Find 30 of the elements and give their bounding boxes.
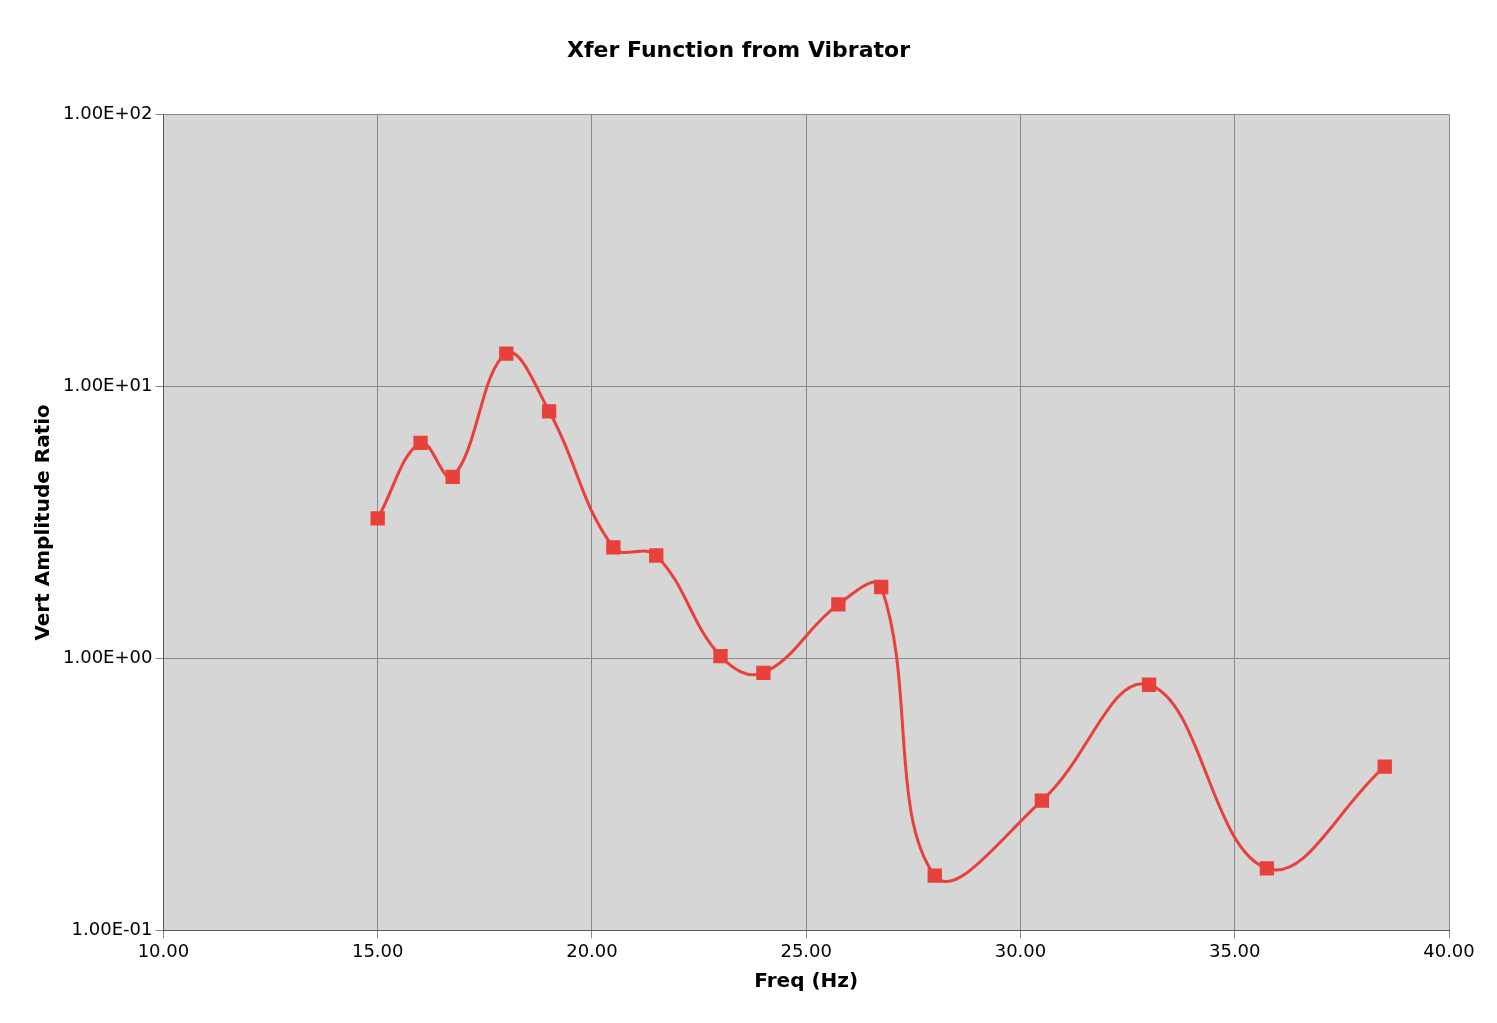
x-tick-label: 30.00: [994, 939, 1047, 961]
point: [413, 435, 428, 451]
y-tick-label: 1.00E+01: [63, 374, 153, 396]
point: [874, 579, 889, 595]
y-axis-title: Vert Amplitude Ratio: [30, 404, 55, 641]
point: [1377, 759, 1392, 774]
x-tick-label: 40.00: [1423, 939, 1475, 961]
x-tick-label: 25.00: [780, 939, 832, 961]
point: [1259, 861, 1275, 876]
point: [756, 665, 771, 680]
point: [713, 648, 728, 664]
x-tick-label: 10.00: [137, 939, 190, 961]
x-tick-label: 20.00: [566, 939, 618, 961]
chart-title: Xfer Function from Vibrator: [567, 36, 911, 62]
point: [1141, 677, 1157, 692]
point: [1034, 793, 1050, 808]
y-tick-label: 1.00E-01: [71, 918, 153, 940]
point: [606, 540, 621, 555]
y-tick-label: 1.00E+00: [63, 646, 153, 668]
point: [927, 868, 942, 883]
y-tick-label: 1.00E+02: [63, 102, 153, 124]
point: [499, 346, 514, 361]
point: [445, 469, 460, 485]
point: [541, 404, 557, 419]
point: [649, 548, 664, 563]
x-axis-title: Freq (Hz): [754, 968, 859, 993]
x-tick-label: 35.00: [1208, 939, 1261, 961]
point: [831, 597, 846, 612]
point: [370, 511, 385, 526]
x-tick-label: 15.00: [351, 939, 404, 961]
